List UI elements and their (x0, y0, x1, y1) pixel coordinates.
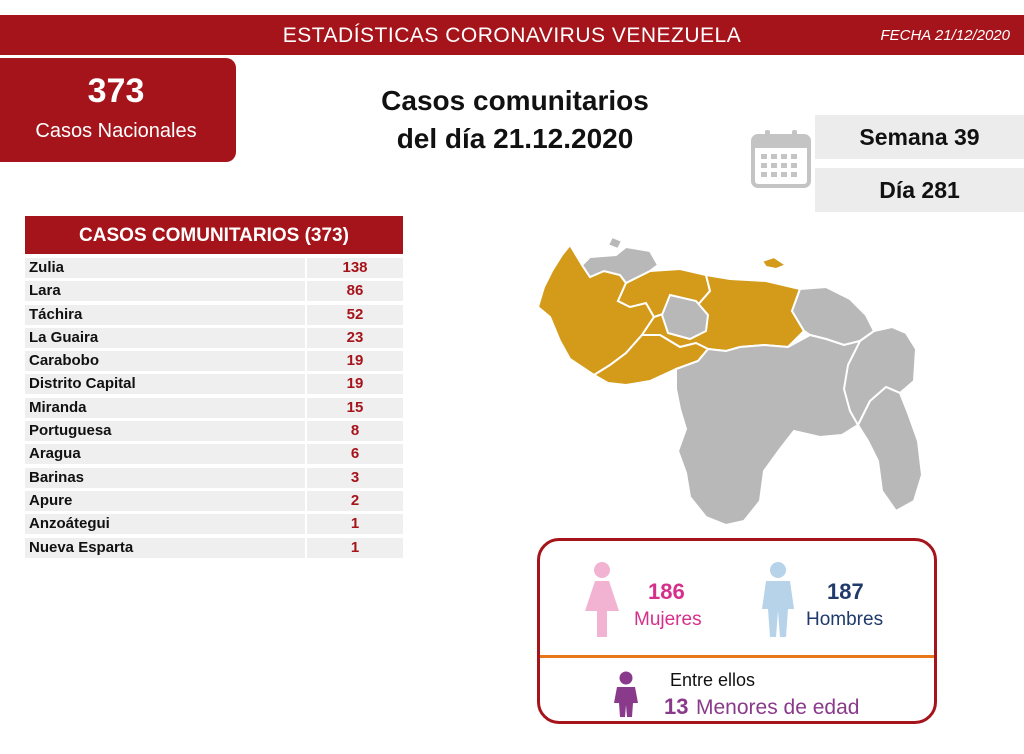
table-row: Zulia 138 (25, 257, 403, 280)
map-other-states (580, 235, 924, 527)
table-row: Distrito Capital 19 (25, 373, 403, 396)
state-name: Miranda (25, 397, 305, 418)
state-cases: 6 (307, 444, 403, 465)
day-indicator: Día 281 (815, 168, 1024, 212)
male-count: 187 (827, 579, 864, 604)
gender-breakdown-card: 186 Mujeres 187 Hombres Entre ellos 13 M… (537, 538, 937, 724)
state-cases: 1 (307, 537, 403, 558)
headline-line2: del día 21.12.2020 (396, 123, 634, 154)
table-row: Miranda 15 (25, 397, 403, 420)
table-row: Carabobo 19 (25, 350, 403, 373)
top-banner: ESTADÍSTICAS CORONAVIRUS VENEZUELA FECHA… (0, 15, 1024, 55)
state-name: Apure (25, 490, 305, 511)
table-title: CASOS COMUNITARIOS (373) (25, 216, 403, 254)
state-cases: 2 (307, 490, 403, 511)
minors-count: 13 (664, 694, 689, 719)
female-count: 186 (648, 579, 685, 604)
state-cases: 1 (307, 514, 403, 535)
state-name: Táchira (25, 304, 305, 325)
woman-icon (585, 562, 619, 637)
among-label: Entre ellos (670, 670, 756, 690)
state-name: Portuguesa (25, 421, 305, 442)
female-label: Mujeres (634, 609, 702, 630)
state-cases: 19 (307, 351, 403, 372)
headline-line1: Casos comunitarios (381, 85, 649, 116)
state-name: La Guaira (25, 327, 305, 348)
state-cases: 23 (307, 327, 403, 348)
state-cases: 52 (307, 304, 403, 325)
state-name: Aragua (25, 444, 305, 465)
man-icon (762, 562, 794, 637)
table-row: La Guaira 23 (25, 327, 403, 350)
table-body: Zulia 138 Lara 86 Táchira 52 La Guaira 23 Carabo… (25, 257, 403, 560)
state-cases: 138 (307, 258, 403, 278)
table-row: Táchira 52 (25, 304, 403, 327)
table-row: Aragua 6 (25, 443, 403, 466)
calendar-icon (751, 130, 811, 188)
national-cases-card: 373 Casos Nacionales (0, 58, 236, 162)
map-highlighted-states (536, 243, 806, 387)
national-cases-label: Casos Nacionales (35, 120, 197, 142)
state-name: Barinas (25, 467, 305, 488)
male-label: Hombres (806, 609, 884, 630)
week-indicator: Semana 39 (815, 115, 1024, 159)
headline: Casos comunitarios del día 21.12.2020 (340, 82, 690, 158)
community-cases-table: CASOS COMUNITARIOS (373) Zulia 138 Lara 86 T… (25, 216, 403, 560)
venezuela-map (536, 235, 924, 527)
table-row: Barinas 3 (25, 467, 403, 490)
state-name: Lara (25, 281, 305, 302)
state-name: Nueva Esparta (25, 537, 305, 558)
table-row: Nueva Esparta 1 (25, 537, 403, 560)
state-cases: 86 (307, 281, 403, 302)
section-divider (540, 655, 934, 658)
table-row: Portuguesa 8 (25, 420, 403, 443)
table-row: Lara 86 (25, 280, 403, 303)
page-title: ESTADÍSTICAS CORONAVIRUS VENEZUELA (282, 24, 742, 47)
state-cases: 8 (307, 421, 403, 442)
national-cases-count: 373 (87, 72, 145, 110)
minors-label: Menores de edad (696, 696, 860, 719)
report-date: FECHA 21/12/2020 (880, 27, 1010, 44)
state-name: Zulia (25, 258, 305, 278)
state-cases: 15 (307, 397, 403, 418)
state-name: Carabobo (25, 351, 305, 372)
table-row: Apure 2 (25, 490, 403, 513)
state-name: Anzoátegui (25, 514, 305, 535)
child-icon (614, 671, 638, 717)
state-cases: 19 (307, 374, 403, 395)
table-row: Anzoátegui 1 (25, 513, 403, 536)
state-cases: 3 (307, 467, 403, 488)
state-name: Distrito Capital (25, 374, 305, 395)
